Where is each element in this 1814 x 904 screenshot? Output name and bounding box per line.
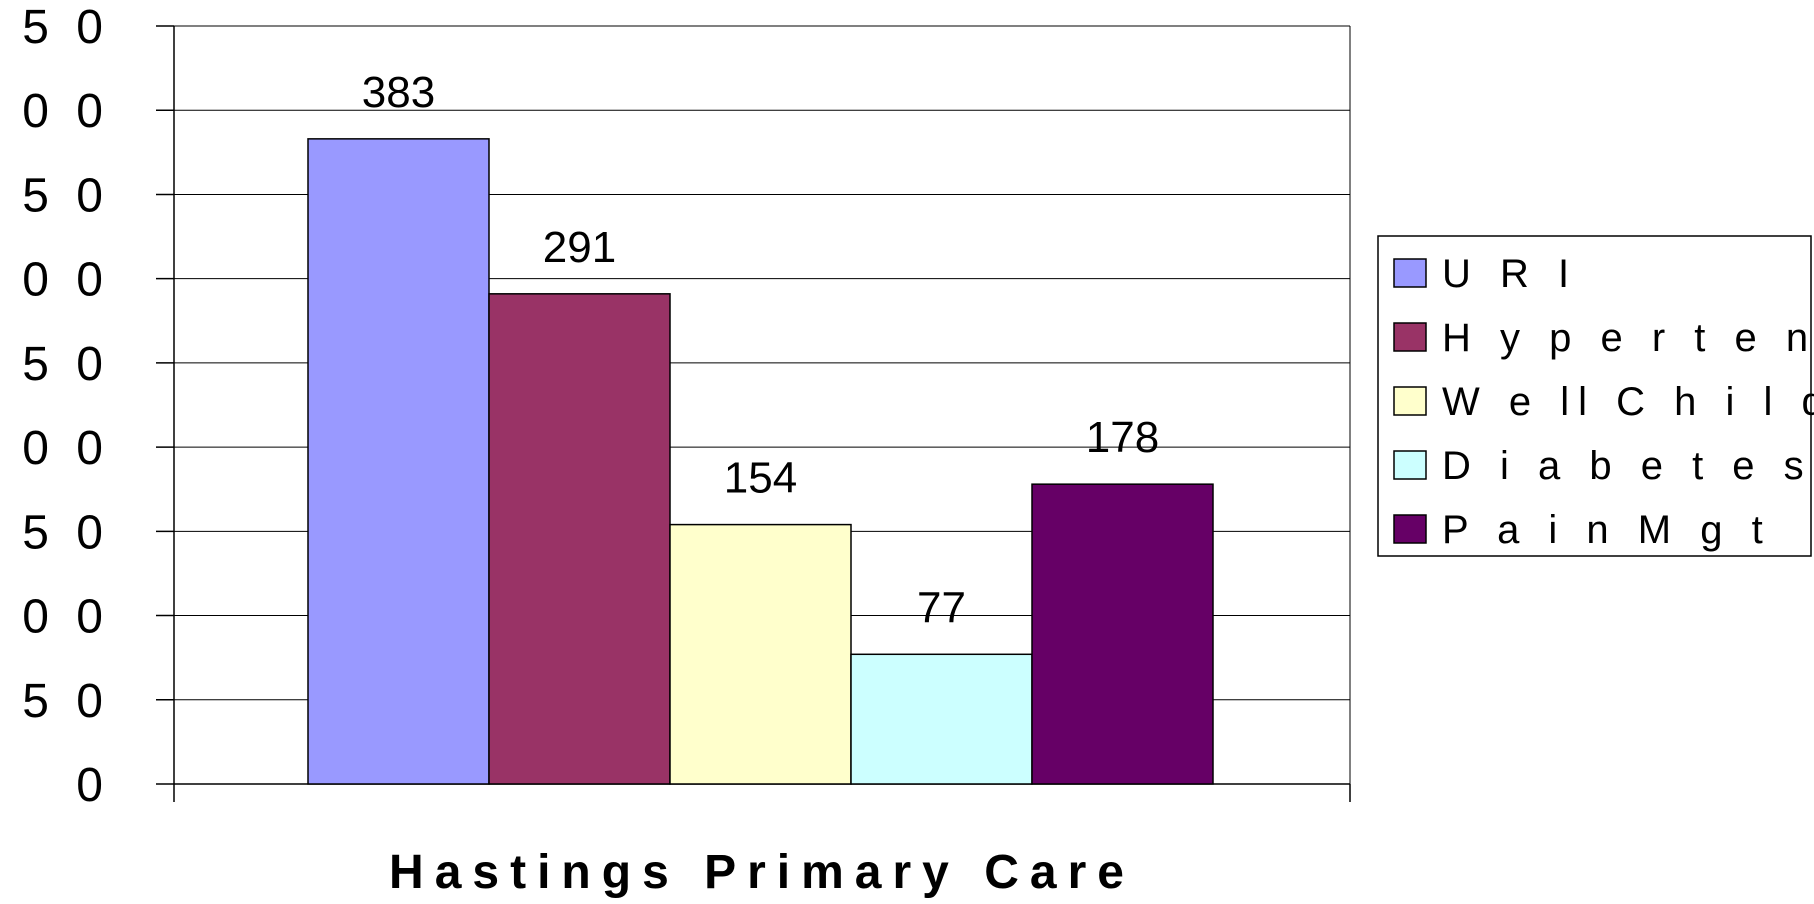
legend-swatch-4: [1393, 450, 1427, 480]
y-tick-label: 2 5 0: [0, 338, 110, 391]
data-label-4: 77: [917, 583, 966, 632]
data-label-5: 178: [1086, 413, 1159, 462]
bar-2: [488, 293, 671, 785]
legend-label-4: D i a b e t e s: [1442, 444, 1813, 488]
legend-swatch-5: [1393, 514, 1427, 544]
y-tick-label: 5 0: [22, 675, 110, 728]
y-tick-label: 0: [76, 759, 110, 812]
bar-4: [850, 653, 1033, 785]
y-tick-label: 4 0 0: [0, 85, 110, 138]
legend-label-5: P a i n M g t: [1442, 508, 1772, 552]
y-tick-label: 1 5 0: [0, 506, 110, 559]
y-tick-label: 3 0 0: [0, 254, 110, 307]
y-tick-label: 1 0 0: [0, 591, 110, 644]
legend-swatch-2: [1393, 322, 1427, 352]
data-labels: 383 291 154 77 178: [362, 68, 1159, 632]
x-category-label: Hastings Primary Care: [389, 846, 1135, 899]
legend-label-1: U R I: [1442, 252, 1578, 296]
y-tick-label: 3 5 0: [0, 169, 110, 222]
data-label-1: 383: [362, 68, 435, 117]
legend: U R I H y p e r t e n s i o n W e ll C h i…: [1377, 235, 1814, 557]
bars: [307, 138, 1214, 785]
legend-label-2: H y p e r t e n s i o n: [1442, 316, 1814, 360]
bar-1: [307, 138, 490, 785]
y-tick-label: 4 5 0: [0, 1, 110, 54]
y-tick-label: 2 0 0: [0, 422, 110, 475]
legend-label-3: W e ll C h i l d C a r e: [1442, 380, 1814, 424]
bar-3: [669, 523, 852, 785]
bar-5: [1031, 483, 1214, 785]
legend-box: [1377, 235, 1812, 557]
axes: 0 5 0 1 0 0 1 5 0 2 0 0 2 5 0 3 0 0 3 5 0 4 0 0 4…: [0, 1, 1351, 899]
data-label-2: 291: [543, 223, 616, 272]
data-label-3: 154: [724, 454, 797, 503]
legend-swatch-1: [1393, 258, 1427, 288]
legend-swatch-3: [1393, 386, 1427, 416]
